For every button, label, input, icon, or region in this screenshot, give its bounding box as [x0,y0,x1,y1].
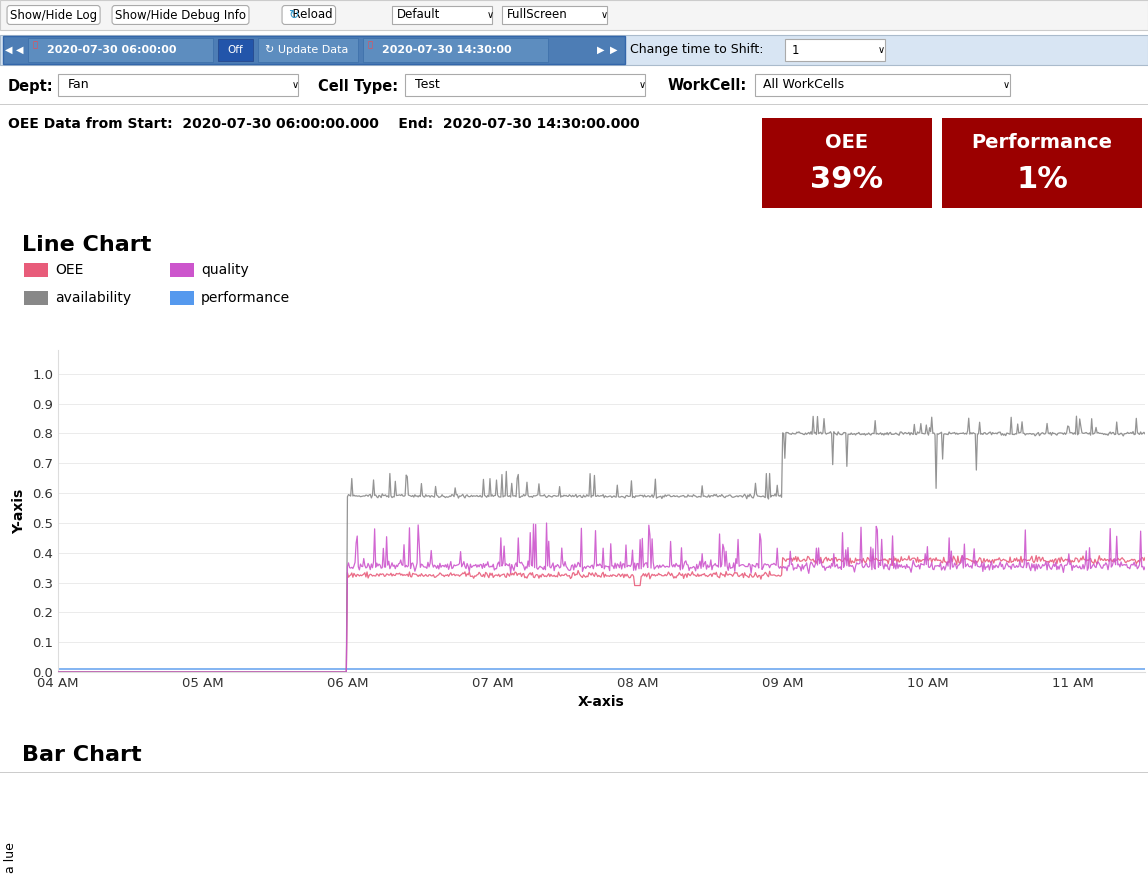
Text: Cell Type:: Cell Type: [318,78,398,93]
Text: quality: quality [201,263,249,277]
Text: 2020-07-30 14:30:00: 2020-07-30 14:30:00 [382,45,512,55]
Text: ↻: ↻ [288,9,298,21]
Text: ◀: ◀ [16,45,24,55]
Bar [391,6,492,24]
X-axis label: X-axis: X-axis [579,695,625,709]
Text: ∨: ∨ [487,10,494,20]
Bar [0,35,1148,65]
Text: ▶: ▶ [597,45,605,55]
Text: 2020-07-30 06:00:00: 2020-07-30 06:00:00 [47,45,177,55]
Text: FullScreen: FullScreen [507,9,568,21]
Text: Reload: Reload [285,9,333,21]
Text: Performance: Performance [971,134,1112,152]
Text: ▶: ▶ [611,45,618,55]
Text: OEE Data from Start:  2020-07-30 06:00:00.000    End:  2020-07-30 14:30:00.000: OEE Data from Start: 2020-07-30 06:00:00… [8,117,639,131]
Text: All WorkCells: All WorkCells [763,78,844,92]
Text: Show/Hide Debug Info: Show/Hide Debug Info [115,9,246,21]
Text: Line Chart: Line Chart [22,235,152,255]
Bar [0,0,1148,30]
Bar [59,74,298,96]
Bar [28,38,214,62]
Text: Test: Test [414,78,440,92]
Bar [755,74,1010,96]
Text: OEE: OEE [55,263,84,277]
Bar [502,6,607,24]
Text: ∨: ∨ [602,10,608,20]
Text: 🗓: 🗓 [33,41,38,50]
Text: ↻ Update Data: ↻ Update Data [265,45,348,55]
Text: Show/Hide Log: Show/Hide Log [10,9,98,21]
Text: 🗓: 🗓 [369,41,373,50]
Text: Default: Default [397,9,441,21]
Bar [943,118,1142,208]
Bar [218,39,253,61]
Text: 1: 1 [792,44,799,56]
Bar [405,74,645,96]
Text: Change time to Shift:: Change time to Shift: [630,44,763,56]
Bar [785,39,885,61]
Text: Off: Off [227,45,243,55]
Text: availability: availability [55,291,131,305]
Text: ∨: ∨ [292,80,300,90]
Text: a lue: a lue [3,843,16,873]
Text: performance: performance [201,291,290,305]
Bar [363,38,548,62]
Text: ∨: ∨ [1003,80,1010,90]
Text: ◀: ◀ [6,45,13,55]
Text: 39%: 39% [810,166,884,195]
Text: Dept:: Dept: [8,78,54,93]
Text: 1%: 1% [1016,166,1068,195]
Text: Fan: Fan [68,78,90,92]
Text: ∨: ∨ [878,45,885,55]
Text: WorkCell:: WorkCell: [668,78,747,93]
Bar [170,291,194,305]
Text: Bar Chart: Bar Chart [22,745,141,765]
Y-axis label: Y-axis: Y-axis [13,489,26,534]
Text: OEE: OEE [825,134,869,152]
Bar [258,38,358,62]
Bar [0,104,1148,105]
Bar [0,772,1148,773]
Bar [24,291,48,305]
Bar [24,263,48,277]
Bar [762,118,932,208]
Bar [170,263,194,277]
Bar [3,36,625,64]
Text: ∨: ∨ [639,80,646,90]
